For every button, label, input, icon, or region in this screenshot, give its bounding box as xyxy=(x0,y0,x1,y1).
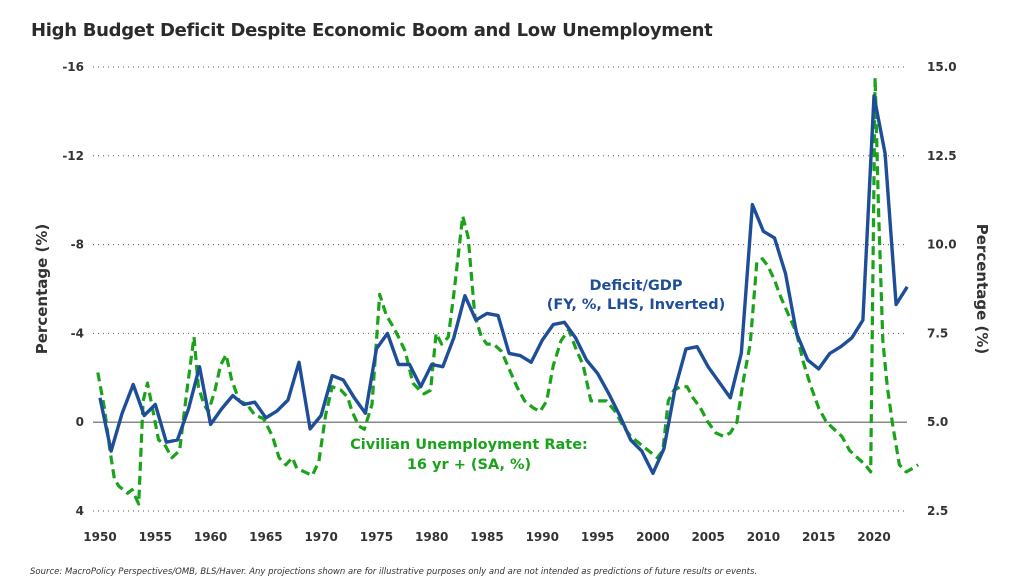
right-tick-label: 15.0 xyxy=(927,60,957,74)
right-axis-label: Percentage (%) xyxy=(973,224,991,354)
right-axis-ticks: 15.0 12.5 10.0 7.5 5.0 2.5 xyxy=(927,60,957,518)
right-tick-label: 10.0 xyxy=(927,238,957,252)
deficit-gdp-line xyxy=(98,94,909,475)
left-tick-label: -8 xyxy=(71,238,84,252)
x-tick-label: 1975 xyxy=(360,530,393,544)
x-tick-label: 1960 xyxy=(194,530,227,544)
x-tick-label: 1985 xyxy=(470,530,503,544)
x-axis-ticks: 1950 1955 1960 1965 1970 1975 1980 1985 1990 1995… xyxy=(83,530,890,544)
right-tick-label: 12.5 xyxy=(927,149,957,163)
x-tick-label: 2015 xyxy=(802,530,835,544)
x-tick-label: 2020 xyxy=(857,530,890,544)
unemployment-series-label-line1: Civilian Unemployment Rate: xyxy=(350,437,588,453)
series-lines xyxy=(96,76,920,506)
x-tick-label: 1965 xyxy=(249,530,282,544)
source-note: Source: MacroPolicy Perspectives/OMB, BL… xyxy=(30,567,758,577)
x-tick-label: 1970 xyxy=(304,530,337,544)
x-tick-label: 2010 xyxy=(747,530,780,544)
left-tick-label: -12 xyxy=(62,149,84,163)
left-axis-ticks: -16 -12 -8 -4 0 4 xyxy=(62,60,84,518)
left-tick-label: -16 xyxy=(62,60,84,74)
right-tick-label: 5.0 xyxy=(927,415,948,429)
x-tick-label: 1955 xyxy=(139,530,172,544)
left-tick-label: 4 xyxy=(76,504,84,518)
x-tick-label: 1980 xyxy=(415,530,448,544)
deficit-series-label-line2: (FY, %, LHS, Inverted) xyxy=(547,297,726,313)
deficit-series-label-line1: Deficit/GDP xyxy=(590,278,683,294)
right-tick-label: 7.5 xyxy=(927,326,948,340)
unemployment-series-label-line2: 16 yr + (SA, %) xyxy=(407,457,531,473)
x-tick-label: 1995 xyxy=(581,530,614,544)
left-tick-label: 0 xyxy=(76,415,84,429)
x-tick-label: 2005 xyxy=(691,530,724,544)
x-tick-label: 2000 xyxy=(636,530,669,544)
gridlines xyxy=(93,66,907,512)
x-tick-label: 1990 xyxy=(526,530,559,544)
left-axis-label: Percentage (%) xyxy=(33,224,51,354)
right-tick-label: 2.5 xyxy=(927,504,948,518)
left-tick-label: -4 xyxy=(71,326,84,340)
x-tick-label: 1950 xyxy=(83,530,116,544)
chart-title: High Budget Deficit Despite Economic Boo… xyxy=(31,20,713,41)
